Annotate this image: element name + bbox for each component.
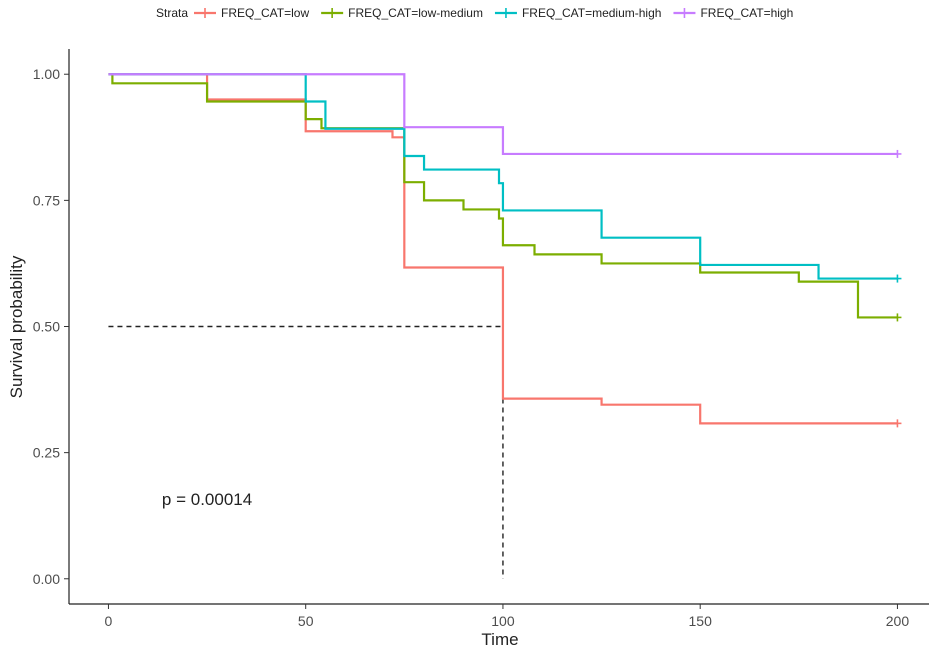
series-line-FREQ_CAT=low-medium bbox=[108, 73, 898, 319]
legend: Strata FREQ_CAT=low FREQ_CAT=low-medium FR… bbox=[156, 6, 793, 20]
y-tick-label: 0.75 bbox=[33, 192, 60, 208]
x-tick-label: 50 bbox=[298, 613, 314, 629]
y-tick-label: 0.50 bbox=[33, 319, 60, 335]
y-tick-label: 0.00 bbox=[33, 571, 60, 587]
series-line-FREQ_CAT=low bbox=[108, 73, 898, 425]
y-tick-label: 1.00 bbox=[33, 66, 60, 82]
y-axis-title: Survival probability bbox=[7, 255, 26, 398]
x-tick-label: 0 bbox=[105, 613, 113, 629]
y-tick-label: 0.25 bbox=[33, 445, 60, 461]
legend-label: FREQ_CAT=low-medium bbox=[348, 6, 483, 20]
axes: 0 50 100 150 200 0.00 0.25 0.50 0.75 1.00 bbox=[33, 49, 929, 629]
x-tick-label: 200 bbox=[886, 613, 910, 629]
x-axis-title: Time bbox=[481, 630, 518, 649]
series-line-FREQ_CAT=high bbox=[108, 73, 898, 156]
legend-label: FREQ_CAT=medium-high bbox=[522, 6, 662, 20]
legend-title: Strata bbox=[156, 6, 188, 20]
legend-label: FREQ_CAT=low bbox=[221, 6, 309, 20]
x-tick-label: 150 bbox=[689, 613, 713, 629]
series-line-FREQ_CAT=medium-high bbox=[108, 73, 898, 280]
plot-area: p = 0.00014 bbox=[108, 73, 902, 579]
legend-label: FREQ_CAT=high bbox=[700, 6, 793, 20]
x-tick-label: 100 bbox=[491, 613, 515, 629]
p-value-annotation: p = 0.00014 bbox=[162, 490, 252, 509]
